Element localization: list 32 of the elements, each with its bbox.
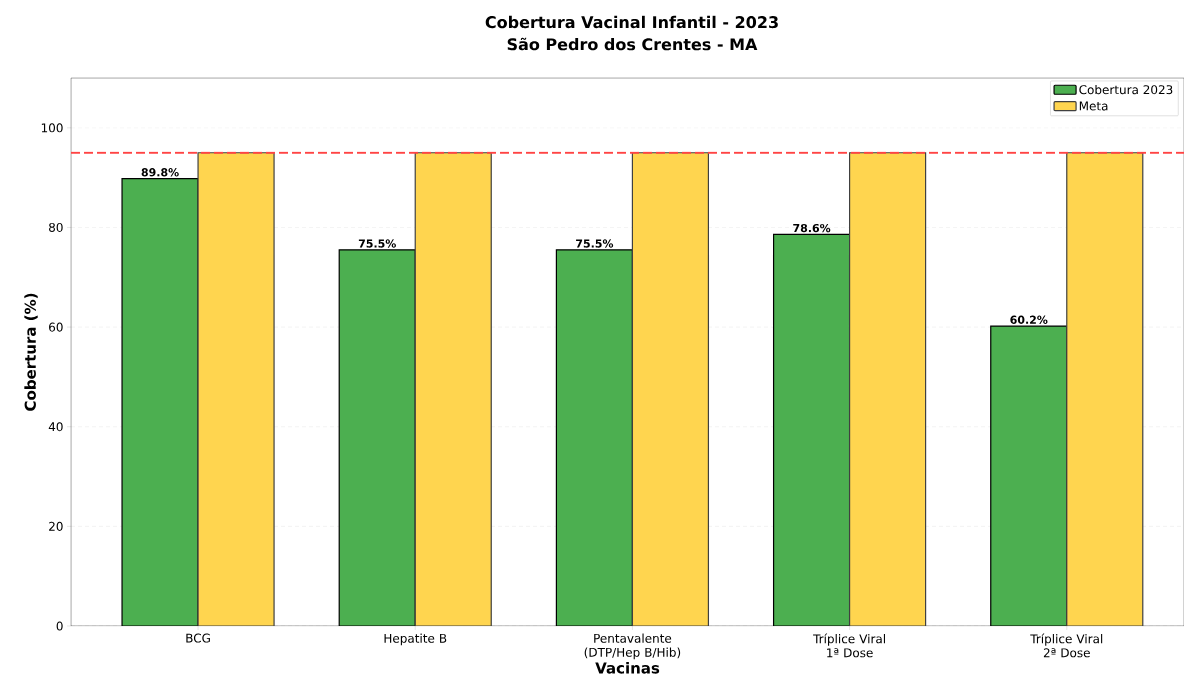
bar — [414, 152, 492, 626]
legend-label: Cobertura 2023 — [1079, 84, 1173, 95]
bar — [631, 152, 710, 626]
x-tick-label: Hepatite B — [384, 633, 447, 646]
bar — [338, 249, 416, 626]
chart-title: Cobertura Vacinal Infantil - 2023 — [485, 15, 778, 29]
y-tick-label: 60 — [49, 322, 63, 332]
x-tick-label: Tríplice Viral 2ª Dose — [1030, 633, 1103, 658]
bar — [1066, 152, 1144, 626]
chart-subtitle: São Pedro dos Crentes - MA — [507, 37, 758, 51]
data-label: 89.8% — [141, 168, 179, 177]
y-tick-label: 40 — [48, 422, 63, 432]
x-tick-label: Tríplice Viral 1ª Dose — [813, 633, 885, 658]
bar — [197, 152, 275, 626]
data-label: 75.5% — [576, 239, 614, 248]
legend-label: Meta — [1079, 101, 1108, 111]
bar — [121, 178, 199, 626]
x-tick-label: Pentavalente (DTP/Hep B/Hib) — [584, 633, 681, 660]
bar — [990, 325, 1068, 626]
data-label: 60.2% — [1010, 315, 1048, 324]
y-tick-label: 20 — [49, 521, 63, 531]
x-axis-title: Vacinas — [595, 662, 660, 674]
bar — [848, 152, 927, 626]
y-tick-label: 80 — [49, 222, 63, 232]
bar — [555, 249, 634, 626]
y-tick-label: 100 — [41, 123, 63, 133]
data-label: 75.5% — [358, 239, 396, 248]
y-tick-label: 0 — [56, 621, 63, 631]
bar — [772, 233, 851, 626]
x-tick-label: BCG — [186, 633, 210, 643]
y-axis-title: Cobertura (%) — [24, 293, 38, 411]
data-label: 78.6% — [793, 223, 831, 233]
